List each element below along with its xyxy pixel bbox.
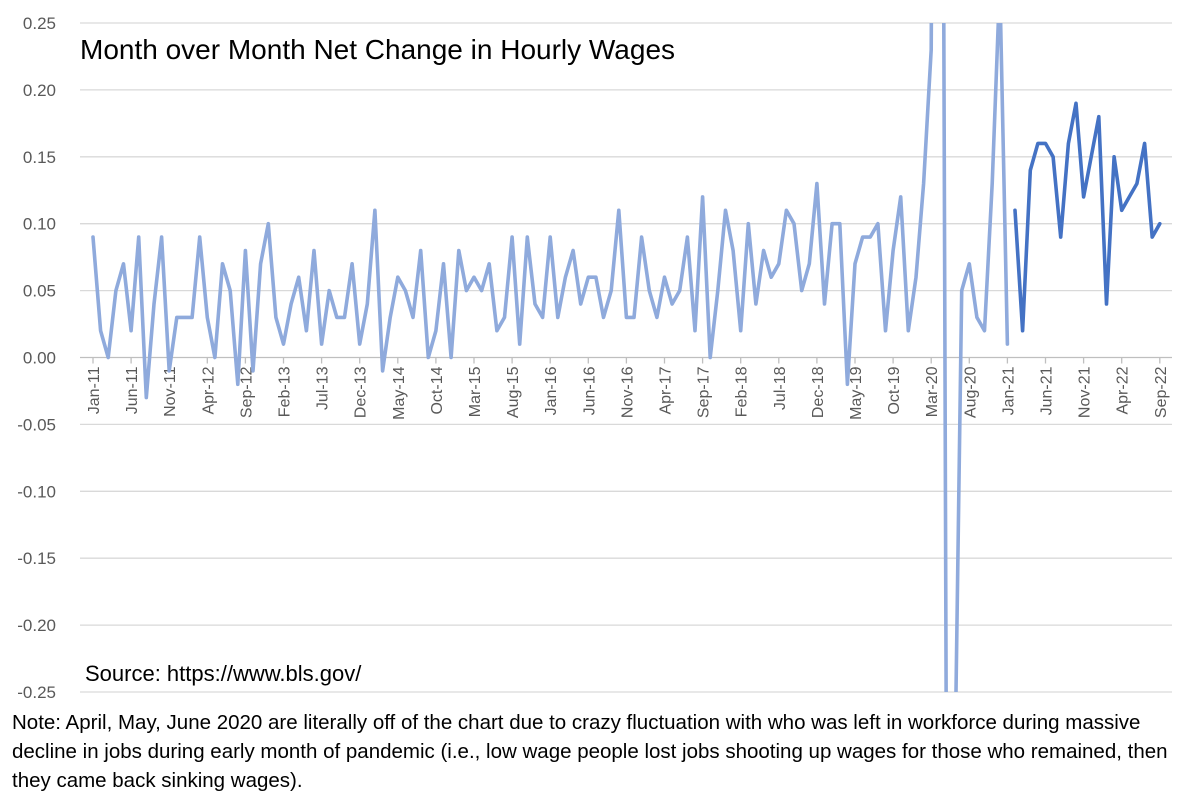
source-text: Source: https://www.bls.gov/: [85, 661, 362, 686]
x-tick-label: Dec-18: [810, 366, 827, 418]
x-tick-label: Feb-13: [277, 366, 294, 417]
x-tick-label: Sep-22: [1153, 366, 1170, 418]
x-tick-label: Feb-18: [734, 366, 751, 417]
x-tick-label: Dec-13: [353, 366, 370, 418]
y-tick-label: 0.25: [23, 14, 56, 33]
series-line-2: [1013, 101, 1162, 333]
y-tick-label: 0.15: [23, 148, 56, 167]
x-tick-label: Sep-12: [238, 366, 255, 418]
x-tick-label: Jun-11: [124, 366, 141, 414]
note-text: Note: April, May, June 2020 are literall…: [12, 711, 1168, 792]
x-axis: Jan-11 Jun-11 Nov-11 Apr-12 Sep-12 Feb-13 Jul-…: [86, 357, 1170, 420]
x-tick-label: Nov-21: [1077, 366, 1094, 418]
y-tick-label: 0.00: [23, 349, 56, 368]
x-tick-label: Jun-16: [581, 366, 598, 415]
y-tick-label: 0.05: [23, 282, 56, 301]
x-tick-label: Oct-19: [886, 366, 903, 414]
x-tick-label: Mar-20: [924, 366, 941, 417]
x-tick-label: Aug-20: [962, 366, 979, 418]
x-tick-label: Mar-15: [467, 366, 484, 417]
x-tick-label: Apr-17: [658, 366, 675, 414]
y-tick-label: -0.20: [17, 616, 56, 635]
x-tick-label: Oct-14: [429, 366, 446, 414]
x-tick-label: Sep-17: [696, 366, 713, 418]
x-tick-label: Aug-15: [505, 366, 522, 418]
y-tick-label: 0.20: [23, 81, 56, 100]
x-tick-label: Jun-21: [1039, 366, 1056, 415]
y-tick-label: -0.25: [17, 683, 56, 702]
x-tick-label: Apr-22: [1115, 366, 1132, 414]
y-tick-label: -0.15: [17, 549, 56, 568]
x-tick-label: Jan-16: [543, 366, 560, 415]
x-tick-label: May-19: [848, 366, 865, 419]
series-lines: [91, 23, 1162, 692]
x-tick-label: May-14: [391, 366, 408, 419]
y-axis: 0.25 0.20 0.15 0.10 0.05 0.00 -0.05 -0.10 -0.15 -…: [17, 14, 56, 702]
x-tick-label: Nov-16: [619, 366, 636, 418]
chart-title: Month over Month Net Change in Hourly Wa…: [80, 34, 676, 65]
x-tick-label: Jul-13: [315, 366, 332, 410]
y-tick-label: -0.05: [17, 415, 56, 434]
x-tick-label: Jan-21: [1000, 366, 1017, 415]
x-tick-label: Nov-11: [162, 366, 179, 416]
series-line-1: [91, 23, 1010, 692]
x-tick-label: Apr-12: [200, 366, 217, 414]
x-tick-label: Jan-11: [86, 366, 103, 414]
y-tick-label: -0.10: [17, 482, 56, 501]
x-tick-label: Jul-18: [772, 366, 789, 410]
y-tick-label: 0.10: [23, 215, 56, 234]
